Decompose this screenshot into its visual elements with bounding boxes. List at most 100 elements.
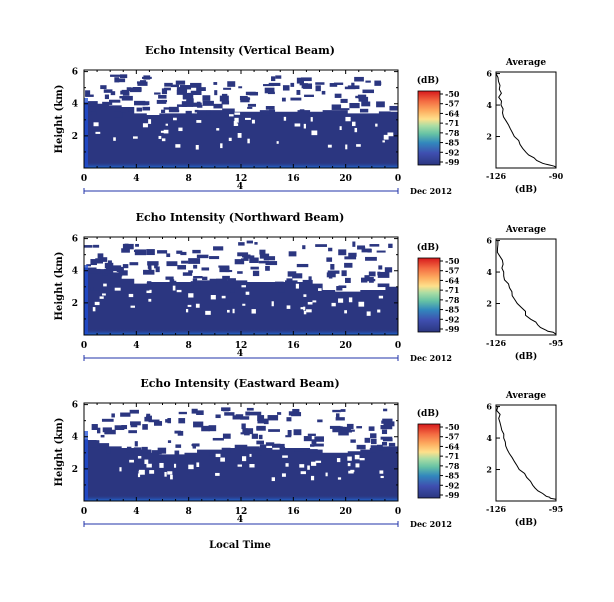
x-tick-label: 4: [133, 174, 139, 184]
echo-speckle: [301, 83, 307, 89]
echo-gap: [137, 455, 142, 459]
echo-speckle: [348, 252, 357, 257]
colorbar-tick-label: -92: [445, 480, 459, 490]
echo-speckle: [98, 445, 106, 450]
echo-gap: [215, 453, 221, 458]
echo-speckle: [181, 101, 194, 107]
x-tick-label: 16: [287, 507, 300, 517]
echo-speckle: [388, 442, 396, 447]
x-tick-label: 0: [81, 174, 87, 184]
echo-speckle: [274, 281, 284, 285]
echo-speckle: [157, 447, 167, 454]
echo-speckle: [110, 273, 116, 279]
echo-speckle: [361, 277, 368, 283]
echo-speckle: [331, 104, 342, 110]
colorbar: [417, 90, 441, 166]
echo-gap: [283, 116, 287, 121]
echo-gap: [245, 291, 250, 295]
echo-gap: [165, 123, 168, 126]
x-tick-label: 8: [186, 507, 192, 517]
x-axis-label: Local Time: [209, 540, 271, 551]
echo-speckle: [96, 427, 101, 434]
echo-speckle: [269, 109, 276, 114]
echo-gap: [303, 310, 307, 315]
echo-speckle: [202, 276, 208, 281]
echo-speckle: [175, 80, 186, 85]
echo-speckle: [369, 244, 380, 247]
echo-speckle: [221, 447, 231, 453]
echo-gap: [300, 307, 305, 310]
echo-speckle: [335, 417, 345, 421]
echo-speckle: [351, 82, 355, 87]
colorbar: [417, 423, 441, 499]
echo-speckle: [165, 419, 169, 423]
echo-speckle: [384, 267, 393, 273]
echo-gap: [228, 114, 234, 117]
echo-speckle: [192, 102, 202, 107]
echo-speckle: [122, 243, 134, 250]
date-marker: 4: [237, 515, 243, 525]
echo-speckle: [168, 106, 179, 113]
echo-gap: [303, 123, 306, 129]
echo-speckle: [238, 242, 245, 246]
echo-speckle: [290, 97, 302, 101]
echo-speckle: [334, 93, 342, 98]
y-axis-label: Height (km): [54, 252, 65, 321]
colorbar-tick-label: -99: [445, 324, 460, 334]
echo-speckle: [197, 104, 203, 108]
colorbar-tick-label: -50: [445, 422, 460, 432]
echo-gap: [354, 127, 358, 133]
echo-speckle: [314, 436, 324, 442]
left-edge-band: [84, 431, 88, 501]
echo-speckle: [354, 76, 364, 82]
date-marker: 4: [237, 349, 243, 359]
colorbar-tick-label: -64: [445, 275, 460, 285]
echo-gap: [241, 456, 247, 462]
echo-speckle: [118, 270, 128, 276]
echo-gap: [245, 117, 251, 120]
colorbar-tick-label: -50: [445, 256, 460, 266]
echo-speckle: [196, 410, 204, 415]
echo-speckle: [335, 413, 340, 418]
echo-speckle: [193, 421, 204, 428]
echo-speckle: [134, 100, 146, 106]
profile-title: Average: [505, 391, 546, 401]
echo-speckle: [259, 444, 267, 450]
echo-gap: [195, 303, 200, 308]
x-tick-label: 8: [186, 341, 192, 351]
echo-gap: [221, 295, 226, 299]
echo-gap: [234, 123, 239, 126]
echo-gap: [311, 130, 318, 136]
profile-y-tick-label: 6: [486, 402, 492, 412]
profile-y-tick-label: 4: [486, 267, 492, 277]
echo-speckle: [117, 78, 126, 83]
profile-x-tick-label: -126: [486, 171, 506, 181]
colorbar-tick-label: -78: [445, 295, 460, 305]
echo-gap: [359, 458, 365, 461]
colorbar-tick-label: -57: [445, 432, 459, 442]
echo-speckle: [135, 243, 139, 247]
echo-speckle: [134, 441, 138, 447]
echo-speckle: [176, 87, 188, 91]
echo-gap: [282, 455, 288, 458]
echo-speckle: [367, 248, 372, 253]
echo-gap: [251, 119, 255, 124]
echo-speckle: [346, 423, 354, 430]
echo-speckle: [104, 262, 114, 269]
echo-speckle: [221, 100, 230, 105]
echo-speckle: [133, 447, 142, 454]
echo-gap: [285, 463, 289, 467]
date-label: Dec 2012: [410, 519, 452, 529]
echo-speckle: [190, 90, 202, 96]
echo-speckle: [258, 260, 269, 264]
echo-speckle: [120, 108, 126, 113]
echo-speckle: [91, 424, 98, 430]
echo-speckle: [341, 270, 347, 277]
echo-speckle: [326, 257, 333, 262]
echo-speckle: [229, 109, 234, 114]
echo-speckle: [196, 87, 206, 92]
echo-gap: [93, 122, 99, 127]
echo-gap: [351, 121, 356, 127]
echo-speckle: [110, 74, 121, 77]
